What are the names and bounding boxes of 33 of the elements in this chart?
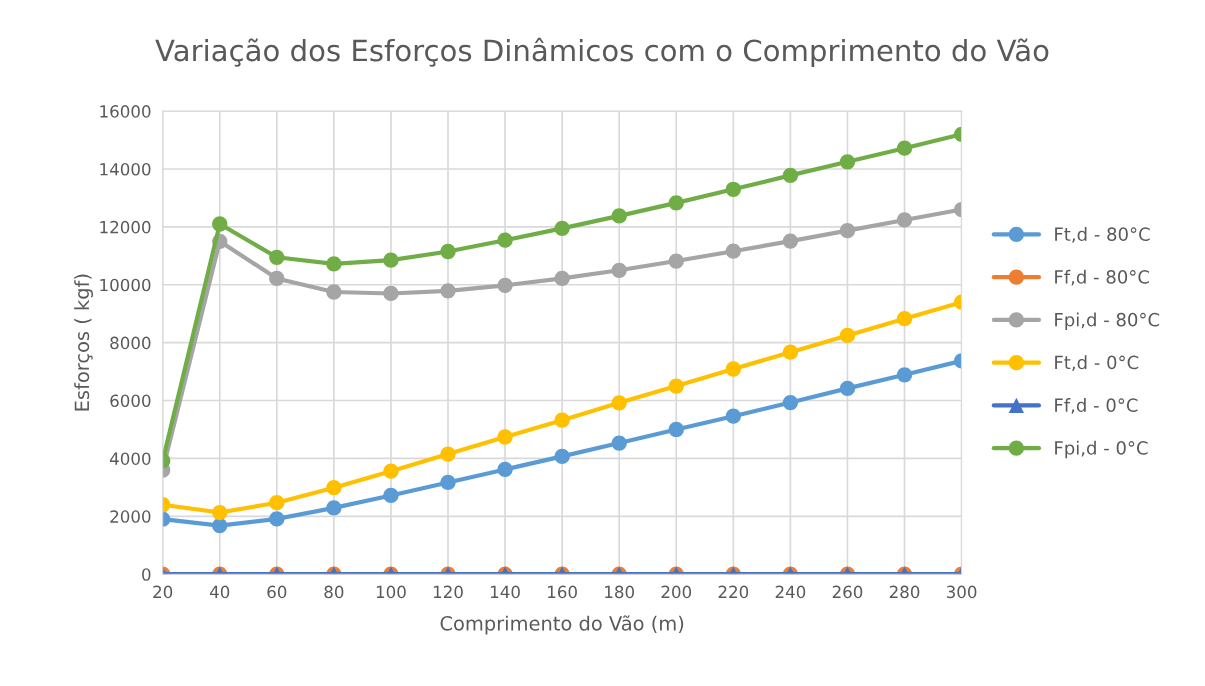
y-tick-label: 8000 xyxy=(110,336,151,350)
y-tick-label: 12000 xyxy=(100,220,151,234)
x-tick-label: 100 xyxy=(376,585,406,599)
y-tick-label: 2000 xyxy=(110,510,151,523)
x-tick-label: 60 xyxy=(267,585,287,599)
y-tick-label: 14000 xyxy=(100,162,151,176)
y-tick-label: 10000 xyxy=(100,278,151,292)
chart-title: Variação dos Esforços Dinâmicos com o Comprimento do Vão xyxy=(155,37,1049,68)
x-tick-label: 180 xyxy=(605,585,634,599)
x-tick-label: 140 xyxy=(490,585,520,599)
x-tick-label: 240 xyxy=(775,585,806,599)
x-tick-label: 160 xyxy=(548,585,577,599)
x-tick-label: 260 xyxy=(832,585,863,599)
y-tick-label: 6000 xyxy=(110,394,151,408)
y-tick-label: 16000 xyxy=(100,105,151,118)
y-axis-title: Esforços ( kgf) xyxy=(74,274,93,411)
legend-label: Ft,d - 80°C xyxy=(1055,227,1150,243)
y-tick-label: 0 xyxy=(142,568,151,581)
x-tick-label: 300 xyxy=(946,585,977,599)
x-tick-label: 280 xyxy=(889,585,920,599)
x-axis-title: Comprimento do Vão (m) xyxy=(440,615,684,635)
legend-label: Ff,d - 80°C xyxy=(1055,269,1149,286)
legend-label: Ft,d - 0°C xyxy=(1055,355,1139,372)
legend-label: Fpi,d - 0°C xyxy=(1055,440,1148,459)
x-tick-label: 20 xyxy=(153,585,173,599)
x-tick-label: 40 xyxy=(209,585,230,599)
x-tick-label: 120 xyxy=(433,585,463,599)
x-tick-label: 220 xyxy=(718,585,749,599)
x-tick-label: 80 xyxy=(324,585,344,599)
y-tick-label: 4000 xyxy=(109,452,151,465)
legend-label: Ff,d - 0°C xyxy=(1055,398,1138,414)
legend-label: Fpi,d - 80°C xyxy=(1055,312,1160,331)
x-tick-label: 200 xyxy=(661,585,692,599)
